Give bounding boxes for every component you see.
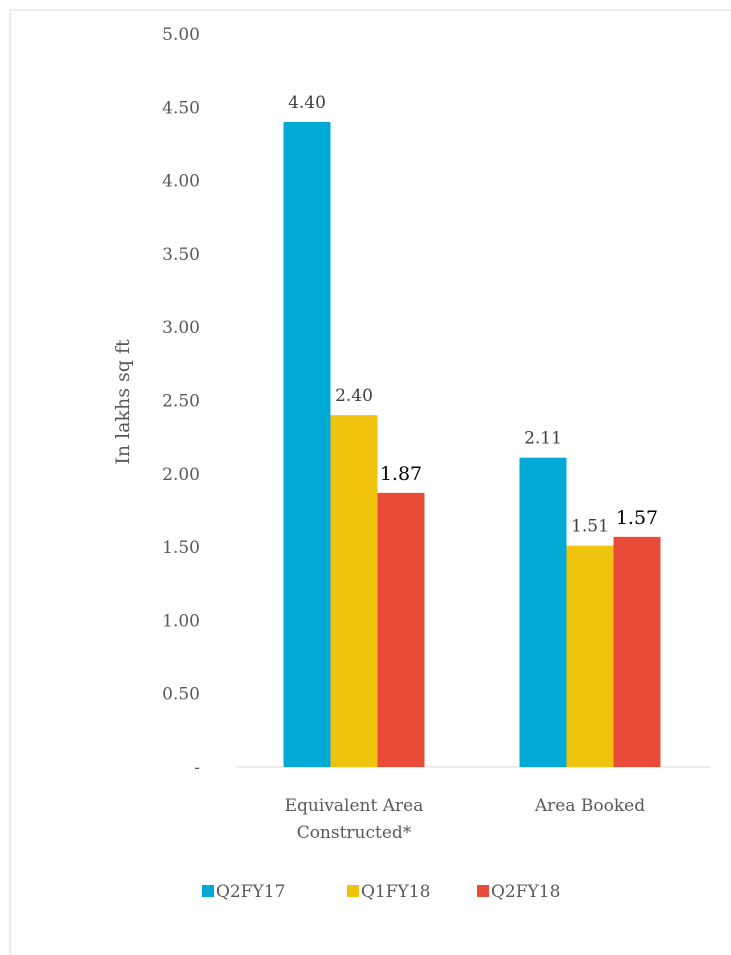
y-tick-label: 2.50 (162, 392, 200, 412)
y-tick-label: 2.00 (162, 465, 200, 485)
legend-swatch (347, 885, 359, 897)
data-label: 2.40 (335, 386, 373, 406)
data-labels: 4.40 2.11 2.40 1.51 1.87 1.57 (288, 93, 658, 537)
bar-q1fy18 (566, 545, 614, 767)
category-label: Area Booked (534, 796, 645, 816)
legend-swatch (202, 885, 214, 897)
legend-label: Q2FY18 (491, 882, 560, 902)
chart-border (9, 9, 731, 955)
legend: Q2FY17 Q1FY18 Q2FY18 (202, 882, 560, 902)
category-labels: Equivalent Area Constructed* Area Booked (285, 796, 646, 843)
data-label: 1.51 (571, 517, 609, 537)
bar-q2fy17 (519, 457, 567, 767)
y-tick-label: 5.00 (162, 25, 200, 45)
data-label: 1.87 (380, 463, 422, 485)
y-axis-title: In lakhs sq ft (112, 339, 134, 465)
data-label: 1.57 (616, 507, 658, 529)
legend-label: Q1FY18 (361, 882, 430, 902)
y-axis-title-group: In lakhs sq ft (112, 339, 134, 465)
y-tick-label: - (194, 758, 200, 778)
data-label: 4.40 (288, 93, 326, 113)
bar-q2fy18 (377, 492, 425, 767)
data-label: 2.11 (524, 429, 562, 449)
y-axis-ticks: - 0.50 1.00 1.50 2.00 2.50 3.00 3.50 4.00 4.50 5.0… (162, 25, 200, 778)
legend-label: Q2FY17 (216, 882, 285, 902)
y-tick-label: 3.50 (162, 245, 200, 265)
category-label: Equivalent Area (285, 796, 424, 816)
y-tick-label: 0.50 (162, 685, 200, 705)
y-tick-label: 1.00 (162, 611, 200, 631)
category-label: Constructed* (297, 823, 412, 843)
bars (283, 121, 661, 767)
bar-q2fy18 (613, 536, 661, 767)
y-tick-label: 1.50 (162, 538, 200, 558)
y-tick-label: 4.00 (162, 172, 200, 192)
bar-q1fy18 (330, 415, 378, 767)
y-tick-label: 3.00 (162, 318, 200, 338)
y-tick-label: 4.50 (162, 98, 200, 118)
legend-swatch (477, 885, 489, 897)
bar-q2fy17 (283, 121, 331, 767)
